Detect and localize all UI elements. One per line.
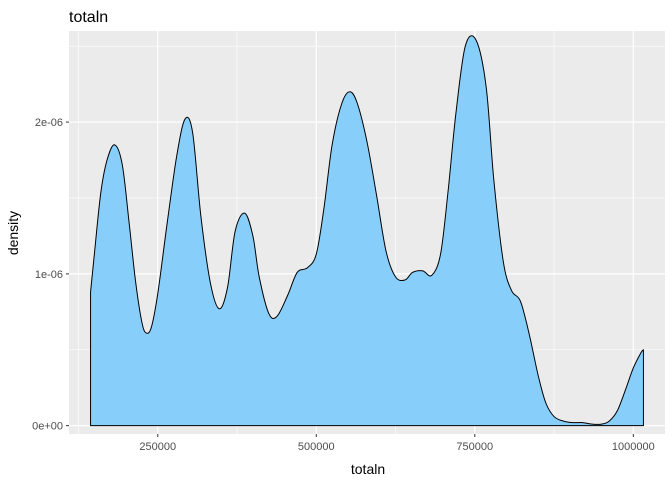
x-tick-label: 750000 [456,441,493,453]
chart-title: totaln [69,9,108,26]
x-tick-label: 250000 [139,441,176,453]
x-axis: 250000 500000 750000 1000000 [139,434,655,453]
y-tick-label: 2e-06 [35,117,63,129]
y-tick-label: 1e-06 [35,269,63,281]
y-tick-label: 0e+00 [32,421,63,433]
x-tick-label: 1000000 [612,441,655,453]
x-tick-label: 500000 [298,441,335,453]
density-area [90,35,644,427]
x-axis-title: totaln [351,461,385,477]
y-axis: 0e+00 1e-06 2e-06 [32,117,69,433]
y-axis-title: density [5,211,21,255]
